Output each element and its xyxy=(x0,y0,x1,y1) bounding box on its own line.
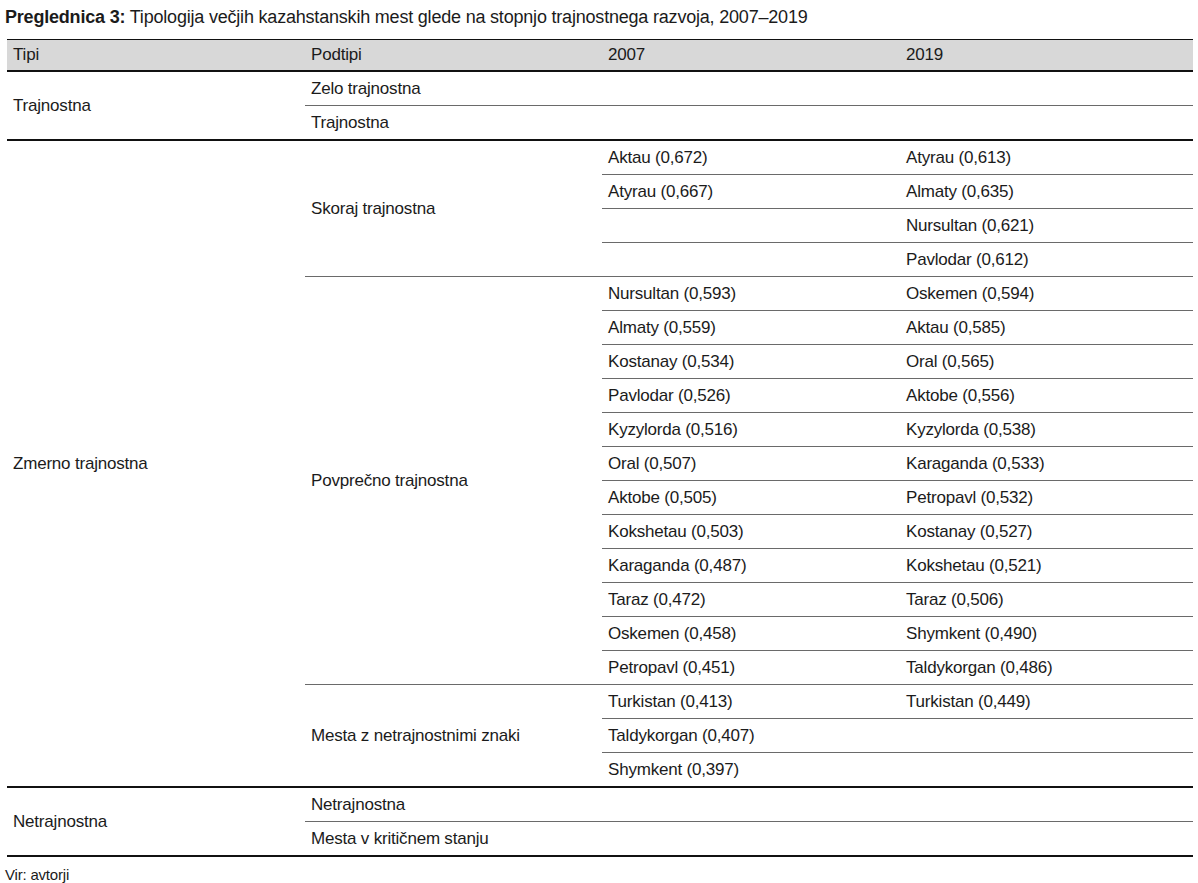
cell-2007: Kyzylorda (0,516) xyxy=(602,413,900,447)
table-caption: Preglednica 3: Tipologija večjih kazahst… xyxy=(5,6,1198,28)
cell-2019: Turkistan (0,449) xyxy=(900,685,1193,719)
cell-2007: Aktobe (0,505) xyxy=(602,481,900,515)
cell-2019 xyxy=(900,719,1193,753)
cell-2007 xyxy=(602,787,900,822)
cell-2019: Oskemen (0,594) xyxy=(900,277,1193,311)
cell-2019: Pavlodar (0,612) xyxy=(900,243,1193,277)
cell-2007: Almaty (0,559) xyxy=(602,311,900,345)
cell-podtip: Povprečno trajnostna xyxy=(305,277,602,685)
cell-2019: Nursultan (0,621) xyxy=(900,209,1193,243)
cell-2007: Nursultan (0,593) xyxy=(602,277,900,311)
cell-2019: Aktau (0,585) xyxy=(900,311,1193,345)
cell-tip-netrajnostna: Netrajnostna xyxy=(7,787,305,856)
cell-2019: Petropavl (0,532) xyxy=(900,481,1193,515)
cell-tip-trajnostna: Trajnostna xyxy=(7,71,305,140)
cell-2007 xyxy=(602,822,900,857)
col-header-2007: 2007 xyxy=(602,40,900,72)
cell-2019: Almaty (0,635) xyxy=(900,175,1193,209)
cell-2019: Oral (0,565) xyxy=(900,345,1193,379)
cell-2007 xyxy=(602,243,900,277)
table-row: Trajnostna Zelo trajnostna xyxy=(7,71,1193,106)
cell-2019: Kokshetau (0,521) xyxy=(900,549,1193,583)
source-note: Vir: avtorji xyxy=(5,866,1198,883)
cell-2007 xyxy=(602,71,900,106)
cell-2007: Petropavl (0,451) xyxy=(602,651,900,685)
cell-2019: Taldykorgan (0,486) xyxy=(900,651,1193,685)
col-header-tipi: Tipi xyxy=(7,40,305,72)
cell-2007: Taldykorgan (0,407) xyxy=(602,719,900,753)
cell-2019: Taraz (0,506) xyxy=(900,583,1193,617)
cell-2019 xyxy=(900,71,1193,106)
typology-table: Tipi Podtipi 2007 2019 Trajnostna Zelo t… xyxy=(7,39,1193,857)
cell-2007: Pavlodar (0,526) xyxy=(602,379,900,413)
cell-2007: Karaganda (0,487) xyxy=(602,549,900,583)
cell-2007: Taraz (0,472) xyxy=(602,583,900,617)
col-header-podtipi: Podtipi xyxy=(305,40,602,72)
cell-2019: Kostanay (0,527) xyxy=(900,515,1193,549)
cell-2007 xyxy=(602,106,900,141)
cell-podtip: Mesta z netrajnostnimi znaki xyxy=(305,685,602,788)
page: Preglednica 3: Tipologija večjih kazahst… xyxy=(0,0,1198,883)
table-caption-text: Tipologija večjih kazahstanskih mest gle… xyxy=(130,7,808,27)
cell-2007: Oskemen (0,458) xyxy=(602,617,900,651)
cell-2007: Shymkent (0,397) xyxy=(602,753,900,788)
cell-2007: Atyrau (0,667) xyxy=(602,175,900,209)
table-caption-label: Preglednica 3: xyxy=(5,7,125,27)
cell-podtip: Mesta v kritičnem stanju xyxy=(305,822,602,857)
cell-2019: Shymkent (0,490) xyxy=(900,617,1193,651)
cell-podtip: Netrajnostna xyxy=(305,787,602,822)
cell-2007: Oral (0,507) xyxy=(602,447,900,481)
cell-2019: Atyrau (0,613) xyxy=(900,140,1193,175)
cell-podtip: Skoraj trajnostna xyxy=(305,140,602,277)
cell-2019 xyxy=(900,106,1193,141)
table-row: Netrajnostna Netrajnostna xyxy=(7,787,1193,822)
cell-2019: Kyzylorda (0,538) xyxy=(900,413,1193,447)
cell-podtip: Zelo trajnostna xyxy=(305,71,602,106)
cell-2007 xyxy=(602,209,900,243)
cell-2019: Karaganda (0,533) xyxy=(900,447,1193,481)
cell-2019: Aktobe (0,556) xyxy=(900,379,1193,413)
cell-tip-zmerno-trajnostna: Zmerno trajnostna xyxy=(7,140,305,787)
col-header-2019: 2019 xyxy=(900,40,1193,72)
table-row: Zmerno trajnostna Skoraj trajnostna Akta… xyxy=(7,140,1193,175)
header-row: Tipi Podtipi 2007 2019 xyxy=(7,40,1193,72)
cell-2019 xyxy=(900,822,1193,857)
cell-2007: Kostanay (0,534) xyxy=(602,345,900,379)
cell-2019 xyxy=(900,787,1193,822)
cell-podtip: Trajnostna xyxy=(305,106,602,141)
cell-2007: Kokshetau (0,503) xyxy=(602,515,900,549)
cell-2019 xyxy=(900,753,1193,788)
cell-2007: Turkistan (0,413) xyxy=(602,685,900,719)
cell-2007: Aktau (0,672) xyxy=(602,140,900,175)
